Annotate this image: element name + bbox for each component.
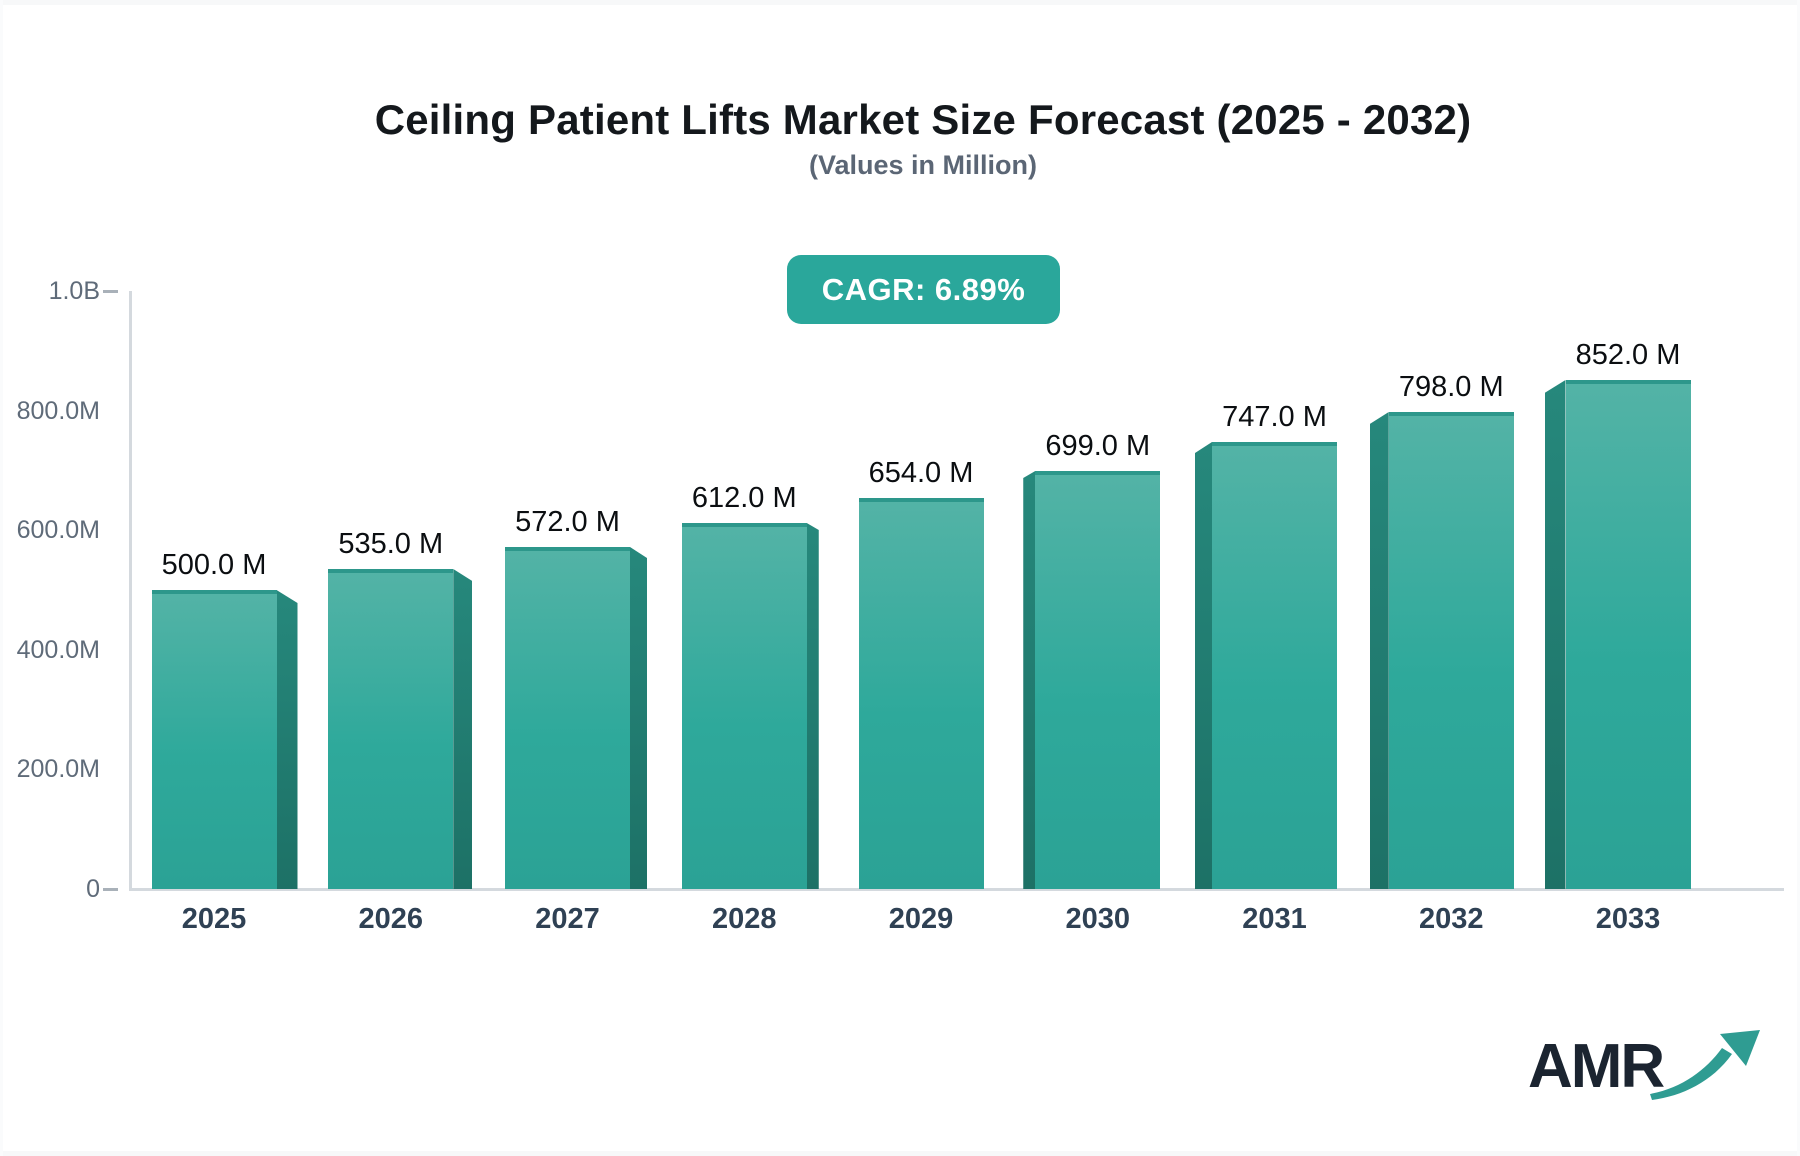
x-axis-tick-label: 2030 xyxy=(1065,903,1131,935)
x-axis-tick-label: 2026 xyxy=(358,903,424,935)
bar-value-label: 852.0 M xyxy=(1575,339,1681,371)
bar-2028[interactable] xyxy=(681,523,807,889)
bar-2027[interactable] xyxy=(505,547,630,889)
bar-2026[interactable] xyxy=(328,569,454,889)
chart-title: Ceiling Patient Lifts Market Size Foreca… xyxy=(374,96,1472,143)
bar-value-label: 747.0 M xyxy=(1222,401,1327,433)
y-axis-tick-label: 0 xyxy=(86,875,100,903)
bar-2032[interactable] xyxy=(1388,412,1514,889)
y-axis-tick-label: 400.0M xyxy=(16,635,100,664)
bar-side-face-2031 xyxy=(1195,442,1212,889)
y-axis-tick-label: 1.0B xyxy=(48,277,100,305)
x-axis-tick-label: 2032 xyxy=(1418,903,1484,935)
bar-side-face-2026 xyxy=(453,569,473,889)
amr-logo-text: AMR xyxy=(1528,1032,1665,1101)
bar-value-label: 612.0 M xyxy=(691,482,797,514)
y-axis-tick-label: 200.0M xyxy=(16,755,100,784)
bar-value-label: 654.0 M xyxy=(868,457,974,489)
bar-value-label: 699.0 M xyxy=(1045,430,1151,462)
page-edge-left xyxy=(0,0,3,1156)
bar-side-face-2027 xyxy=(630,547,647,889)
y-axis-tick-mark xyxy=(103,887,118,891)
bar-value-label: 798.0 M xyxy=(1398,371,1504,403)
bar-side-face-2025 xyxy=(276,590,298,889)
growth-arrow-icon xyxy=(1650,1030,1760,1100)
x-axis-tick-label: 2031 xyxy=(1242,903,1307,935)
y-axis-tick-label: 600.0M xyxy=(16,516,100,545)
amr-logo: AMR xyxy=(1528,1030,1760,1122)
bar-2030[interactable] xyxy=(1035,471,1161,889)
cagr-badge-label: CAGR: 6.89% xyxy=(821,271,1026,307)
page-edge-top xyxy=(0,0,1800,5)
x-axis-tick-label: 2028 xyxy=(711,903,777,935)
x-axis-tick-label: 2025 xyxy=(181,903,247,935)
x-axis-tick-label: 2029 xyxy=(888,903,954,935)
bar-2031[interactable] xyxy=(1212,442,1337,889)
bar-2033[interactable] xyxy=(1565,380,1691,889)
bar-value-label: 572.0 M xyxy=(515,506,620,538)
x-axis-tick-label: 2033 xyxy=(1595,903,1661,935)
y-axis-line xyxy=(129,291,132,889)
page-edge-bottom xyxy=(0,1151,1800,1156)
cagr-badge: CAGR: 6.89% xyxy=(787,255,1060,324)
bar-side-face-2032 xyxy=(1369,412,1389,889)
bar-2029[interactable] xyxy=(858,498,984,889)
y-axis-tick-mark xyxy=(103,289,118,293)
bar-side-face-2033 xyxy=(1544,380,1566,889)
bar-value-label: 535.0 M xyxy=(338,528,444,560)
chart-subtitle: (Values in Million) xyxy=(808,150,1038,180)
x-axis-baseline xyxy=(129,888,1784,891)
y-axis-tick-label: 800.0M xyxy=(16,396,100,425)
bar-side-face-2028 xyxy=(806,523,819,889)
bar-side-face-2030 xyxy=(1023,471,1036,889)
bar-value-label: 500.0 M xyxy=(161,549,267,581)
bar-2025[interactable] xyxy=(151,590,277,889)
x-axis-tick-label: 2027 xyxy=(535,903,600,935)
page-edge-right xyxy=(1797,0,1800,1156)
